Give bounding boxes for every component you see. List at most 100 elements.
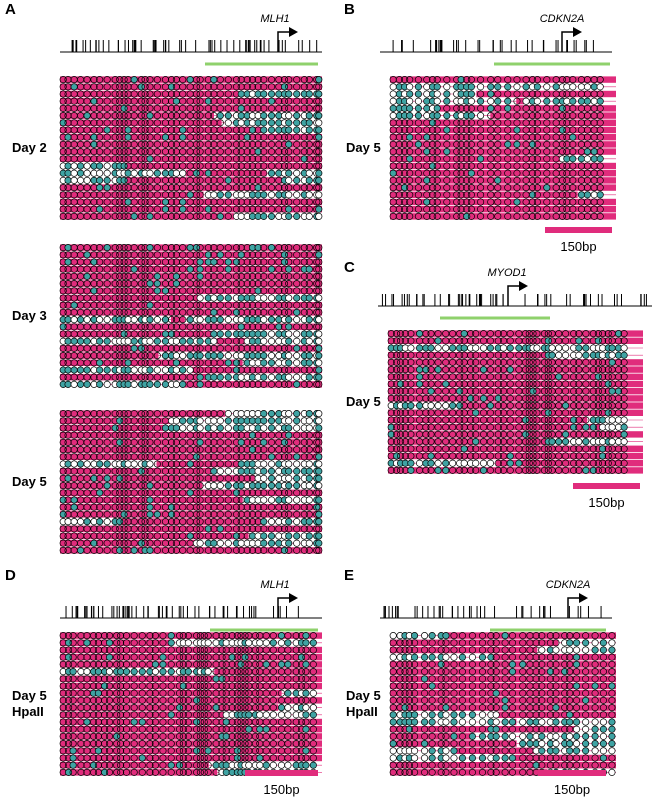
cpg-circle xyxy=(146,453,154,461)
cpg-circle xyxy=(130,169,138,177)
cpg-circle xyxy=(120,212,128,220)
cpg-circle xyxy=(204,244,212,252)
cpg-circle xyxy=(395,162,403,170)
cpg-circle xyxy=(159,653,167,661)
cpg-circle xyxy=(285,126,293,134)
cpg-circle xyxy=(443,83,451,91)
cpg-circle xyxy=(590,126,598,134)
cpg-circle xyxy=(167,294,176,302)
cpg-circle xyxy=(260,90,268,98)
cpg-circle xyxy=(237,482,245,490)
cpg-circle xyxy=(224,155,232,163)
cpg-circle xyxy=(275,97,283,105)
cpg-circle xyxy=(237,97,245,105)
cpg-circle xyxy=(76,518,85,526)
cpg-circle xyxy=(315,272,323,280)
cpg-circle xyxy=(167,532,176,540)
cpg-circle xyxy=(216,119,224,127)
cpg-circle xyxy=(179,287,187,295)
cpg-circle xyxy=(267,518,276,526)
cpg-circle xyxy=(267,467,276,475)
cpg-circle xyxy=(315,446,323,454)
cpg-circle xyxy=(153,176,161,184)
cpg-circle xyxy=(267,510,276,518)
cpg-circle xyxy=(443,126,451,134)
cpg-circle xyxy=(196,546,204,554)
cpg-circle xyxy=(293,546,301,554)
cpg-circle xyxy=(124,133,132,141)
cpg-circle xyxy=(216,280,224,288)
cpg-circle xyxy=(204,525,212,533)
cpg-circle xyxy=(192,446,200,454)
cpg-circle xyxy=(293,438,301,446)
cpg-circle xyxy=(111,119,119,127)
cpg-circle xyxy=(146,344,154,352)
cpg-circle xyxy=(146,525,154,533)
cpg-circle xyxy=(120,97,128,105)
cpg-circle xyxy=(77,668,85,676)
cpg-circle xyxy=(120,104,128,112)
cpg-circle xyxy=(533,155,541,163)
cpg-circle xyxy=(64,337,72,345)
cpg-circle xyxy=(305,546,313,554)
cpg-circle xyxy=(620,416,628,424)
cpg-circle xyxy=(305,496,313,504)
cpg-circle xyxy=(103,474,111,482)
cpg-circle xyxy=(513,76,521,84)
gene-name-label: CDKN2A xyxy=(540,13,585,25)
cpg-circle xyxy=(406,126,414,134)
cpg-circle xyxy=(305,176,313,184)
cpg-circle xyxy=(196,198,204,206)
cpg-circle xyxy=(575,438,583,446)
cpg-circle xyxy=(487,97,495,105)
cpg-circle xyxy=(186,366,194,374)
cpg-circle xyxy=(137,280,145,288)
cpg-circle xyxy=(243,380,251,388)
cpg-circle xyxy=(96,162,104,170)
cpg-circle xyxy=(315,431,323,439)
cpg-circle xyxy=(224,518,232,526)
cpg-circle xyxy=(179,359,187,367)
cpg-circle xyxy=(232,503,241,511)
sample-label: Day 2 xyxy=(12,140,47,155)
cpg-circle xyxy=(427,459,435,467)
cpg-circle xyxy=(237,251,245,259)
cpg-circle xyxy=(111,482,119,490)
cpg-circle xyxy=(406,90,414,98)
cpg-circle xyxy=(59,496,67,504)
cpg-circle xyxy=(96,503,104,511)
cpg-circle xyxy=(192,510,200,518)
cpg-circle xyxy=(141,518,149,526)
cpg-circle xyxy=(196,112,204,120)
cpg-circle xyxy=(504,90,512,98)
cpg-circle xyxy=(96,265,104,273)
cpg-circle xyxy=(137,294,145,302)
cpg-circle xyxy=(429,155,437,163)
cpg-circle xyxy=(224,251,232,259)
cpg-circle xyxy=(315,460,323,468)
cpg-circle xyxy=(577,90,585,98)
cpg-circle xyxy=(280,133,289,141)
cpg-circle xyxy=(210,316,218,324)
cpg-circle xyxy=(267,344,276,352)
cpg-circle xyxy=(224,126,232,134)
cpg-circle xyxy=(467,140,475,148)
cpg-circle xyxy=(167,496,176,504)
cpg-circle xyxy=(141,148,149,156)
cpg-circle xyxy=(186,337,194,345)
cpg-circle xyxy=(315,155,323,163)
cpg-circle xyxy=(111,191,119,199)
cpg-circle xyxy=(116,482,124,490)
cpg-circle xyxy=(64,474,72,482)
cpg-circle xyxy=(153,518,161,526)
cpg-circle xyxy=(141,446,149,454)
cpg-circle xyxy=(300,453,308,461)
cpg-circle xyxy=(116,373,124,381)
cpg-circle xyxy=(315,518,323,526)
cpg-circle xyxy=(305,212,313,220)
cpg-circle xyxy=(196,489,204,497)
cpg-circle xyxy=(122,668,131,676)
cpg-circle xyxy=(254,205,262,213)
cpg-circle xyxy=(407,402,415,410)
cpg-circle xyxy=(499,344,508,352)
